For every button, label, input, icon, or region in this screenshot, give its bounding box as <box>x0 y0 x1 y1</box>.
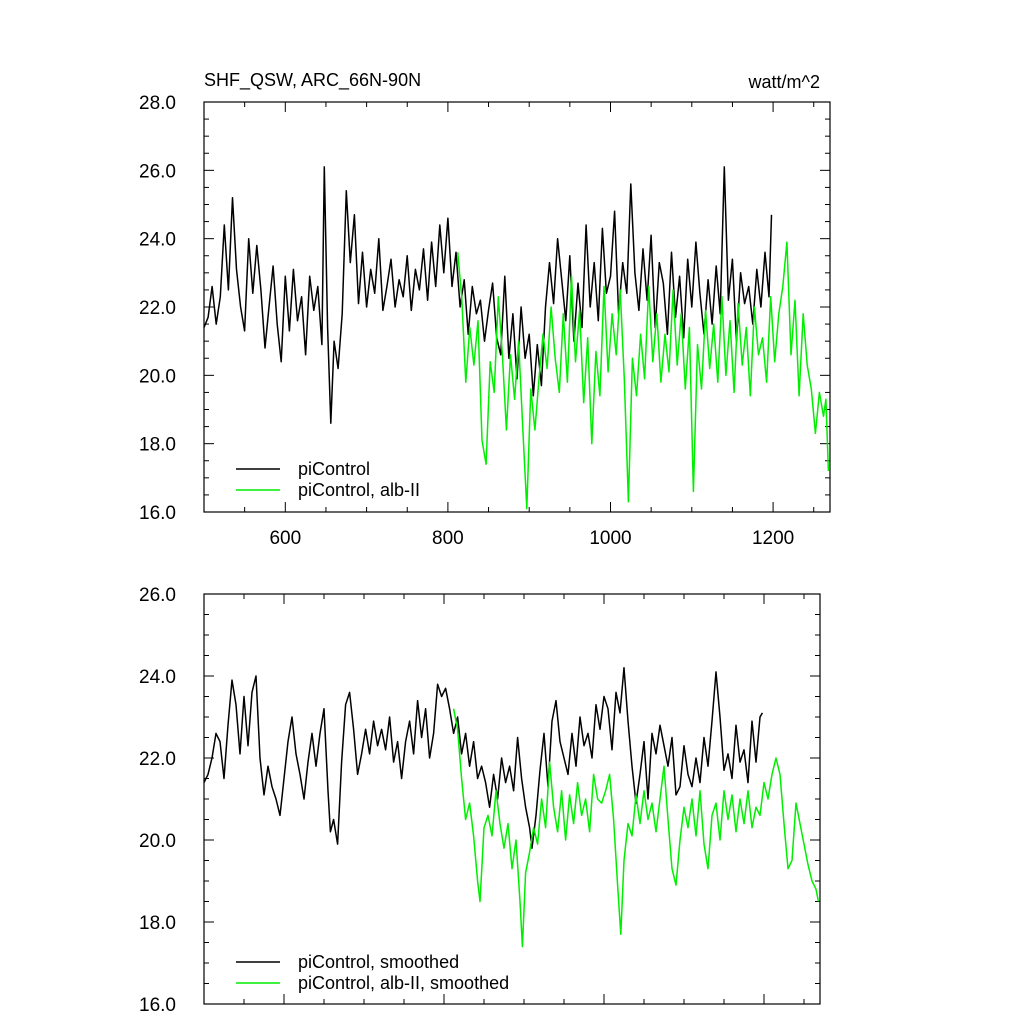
top-chart-title: SHF_QSW, ARC_66N-90N <box>204 70 421 91</box>
top-legend: piControl piControl, alb-II <box>236 459 420 500</box>
top-series-line-1 <box>456 241 830 510</box>
bottom-series-line-0 <box>203 667 764 849</box>
top-x-tick-label-600: 600 <box>269 528 301 549</box>
top-x-tick-label-1000: 1000 <box>589 528 631 549</box>
top-axis-tick-labels: 600 800 1000 1200 16.0 18.0 20.0 22.0 24.0 26.0 28… <box>139 93 794 549</box>
top-axis-ticks <box>203 101 830 513</box>
bottom-y-tick-label-1: 18.0 <box>139 913 176 934</box>
bottom-axis-tick-labels: 16.0 18.0 20.0 22.0 24.0 26.0 <box>139 585 176 1016</box>
top-legend-label-picontrol-alb-ii: piControl, alb-II <box>298 480 420 500</box>
top-y-tick-label-2: 20.0 <box>139 366 176 387</box>
top-y-tick-label-5: 26.0 <box>139 161 176 182</box>
top-chart-panel: SHF_QSW, ARC_66N-90N watt/m^2 600 800 1000… <box>139 70 831 549</box>
bottom-y-tick-label-2: 20.0 <box>139 831 176 852</box>
bottom-axis-ticks <box>203 593 820 1005</box>
top-series-lines <box>203 166 830 510</box>
bottom-y-tick-label-5: 26.0 <box>139 585 176 606</box>
top-x-tick-label-1200: 1200 <box>752 528 794 549</box>
bottom-y-tick-label-0: 16.0 <box>139 995 176 1016</box>
top-y-tick-label-1: 18.0 <box>139 435 176 456</box>
top-chart-units: watt/m^2 <box>748 72 820 92</box>
top-series-line-0 <box>203 166 773 424</box>
bottom-series-lines <box>203 667 820 948</box>
bottom-legend: piControl, smoothed piControl, alb-II, s… <box>236 952 509 993</box>
bottom-series-line-1 <box>452 708 820 948</box>
top-y-tick-label-0: 16.0 <box>139 503 176 524</box>
bottom-legend-label-picontrol-smoothed: piControl, smoothed <box>298 952 459 972</box>
bottom-y-tick-label-3: 22.0 <box>139 749 176 770</box>
top-legend-label-picontrol: piControl <box>298 459 370 479</box>
top-y-tick-label-6: 28.0 <box>139 93 176 114</box>
bottom-y-tick-label-4: 24.0 <box>139 667 176 688</box>
top-y-tick-label-4: 24.0 <box>139 230 176 251</box>
bottom-legend-label-picontrol-alb-ii-smoothed: piControl, alb-II, smoothed <box>298 973 509 993</box>
top-x-tick-label-800: 800 <box>432 528 464 549</box>
bottom-chart-panel: 16.0 18.0 20.0 22.0 24.0 26.0 piControl, smoo… <box>139 585 821 1016</box>
top-y-tick-label-3: 22.0 <box>139 298 176 319</box>
